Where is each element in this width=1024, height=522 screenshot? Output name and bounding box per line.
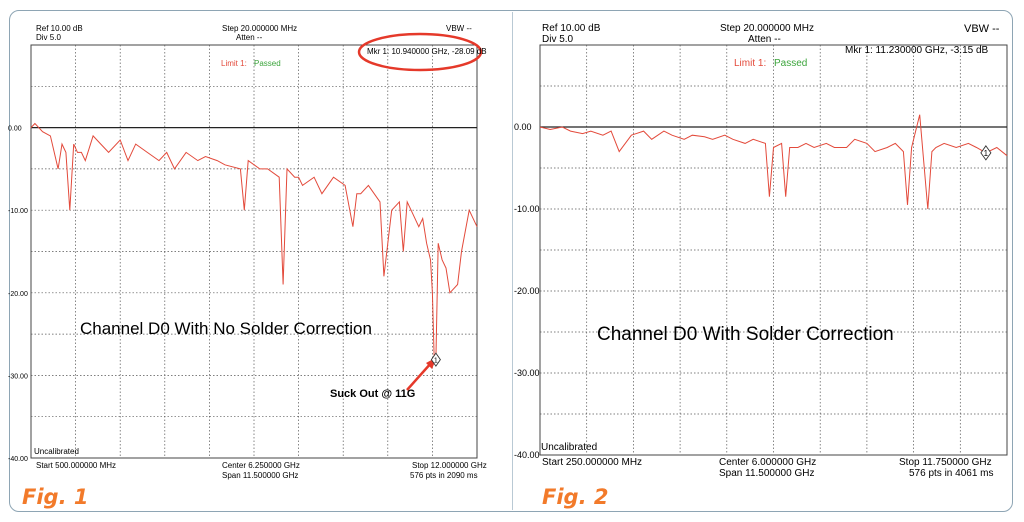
- limit-status: Passed: [254, 59, 281, 68]
- center-frequency: Center 6.000000 GHz: [719, 457, 817, 468]
- limit-label: Limit 1:: [221, 59, 247, 68]
- marker-diamond: [980, 145, 992, 161]
- y-tick-label: -20.00: [514, 286, 540, 296]
- y-tick-label: 0.00: [8, 126, 22, 133]
- y-tick-label: -30.00: [514, 368, 540, 378]
- measurement-trace: [539, 114, 1008, 210]
- marker-1: 1: [980, 145, 992, 161]
- sweep-points: 576 pts in 4061 ms: [909, 468, 994, 479]
- limit-status: Passed: [774, 58, 808, 69]
- limit-label: Limit 1:: [734, 58, 767, 69]
- figure-label: Fig. 2: [542, 485, 609, 509]
- span: Span 11.500000 GHz: [719, 468, 815, 479]
- figure-2-chart: 0.00 -10.00 -20.00 -30.00 -40.00 1: [514, 44, 1008, 460]
- attenuation: Atten --: [236, 33, 263, 42]
- ref-level: Ref 10.00 dB: [36, 24, 83, 33]
- marker-number: 1: [984, 149, 989, 158]
- y-tick-label: 0.00: [514, 122, 532, 132]
- annotation-arrow: [406, 361, 433, 391]
- marker-1: 1: [430, 352, 441, 367]
- calibration-status: Uncalibrated: [34, 447, 79, 456]
- div-scale: Div 5.0: [36, 33, 61, 42]
- attenuation: Atten --: [748, 34, 781, 45]
- vbw: VBW --: [964, 23, 1000, 35]
- y-tick-labels: 0.00 -10.00 -20.00 -30.00 -40.00: [8, 126, 28, 463]
- y-tick-label: -10.00: [8, 208, 28, 215]
- figure-1-chart: 0.00 -10.00 -20.00 -30.00 -40.00 1: [8, 32, 483, 463]
- chart-grid: [31, 45, 477, 458]
- y-tick-label: -40.00: [514, 450, 540, 460]
- step-size: Step 20.000000 MHz: [222, 24, 298, 33]
- y-tick-label: -20.00: [8, 291, 28, 298]
- chart-grid: [540, 45, 1007, 455]
- suck-out-annotation: Suck Out @ 11G: [330, 388, 416, 400]
- y-tick-label: -40.00: [8, 456, 28, 463]
- stop-frequency: Stop 11.750000 GHz: [899, 457, 992, 468]
- figure-2-panel: 0.00 -10.00 -20.00 -30.00 -40.00 1 Ref 10.00…: [512, 0, 1024, 522]
- start-frequency: Start 250.000000 MHz: [542, 457, 643, 468]
- calibration-status: Uncalibrated: [541, 442, 598, 453]
- stop-frequency: Stop 12.000000 GHz: [412, 461, 487, 470]
- figure-label: Fig. 1: [22, 485, 89, 509]
- figure-divider: [512, 12, 513, 510]
- marker-number: 1: [434, 358, 438, 365]
- vbw: VBW --: [446, 24, 472, 33]
- measurement-trace: [30, 122, 478, 364]
- marker-readout: Mkr 1: 10.940000 GHz, -28.09 dB: [367, 47, 487, 56]
- figure-caption: Channel D0 With Solder Correction: [597, 324, 894, 345]
- sweep-points: 576 pts in 2090 ms: [410, 471, 478, 480]
- marker-readout: Mkr 1: 11.230000 GHz, -3.15 dB: [845, 45, 989, 56]
- y-tick-label: -10.00: [514, 204, 540, 214]
- y-tick-labels: 0.00 -10.00 -20.00 -30.00 -40.00: [514, 122, 540, 460]
- ref-level: Ref 10.00 dB: [542, 23, 601, 34]
- figure-frame: [9, 10, 1013, 512]
- span: Span 11.500000 GHz: [222, 471, 299, 480]
- step-size: Step 20.000000 MHz: [720, 23, 814, 34]
- figure-1-panel: 0.00 -10.00 -20.00 -30.00 -40.00 1 Ref 10.00…: [8, 24, 487, 510]
- marker-highlight-ellipse: [357, 32, 483, 72]
- figure-caption: Channel D0 With No Solder Correction: [80, 319, 372, 338]
- div-scale: Div 5.0: [542, 34, 574, 45]
- marker-diamond: [430, 352, 441, 367]
- center-frequency: Center 6.250000 GHz: [222, 461, 300, 470]
- y-tick-label: -30.00: [8, 373, 28, 380]
- start-frequency: Start 500.000000 MHz: [36, 461, 117, 470]
